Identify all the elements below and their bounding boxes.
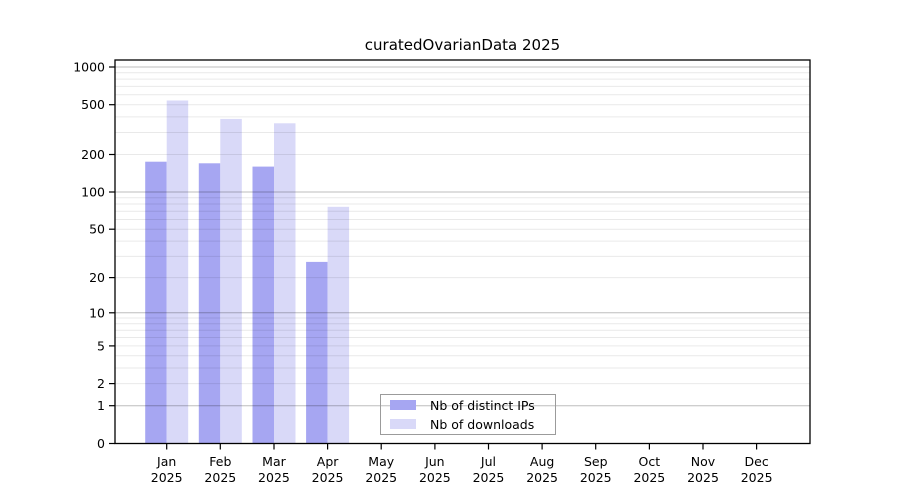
x-tick-label-month: Dec: [745, 454, 769, 469]
bar-downloads-jan: [166, 100, 189, 444]
bar-downloads-apr: [327, 206, 350, 444]
legend-swatch-distinct-ips: [390, 400, 416, 410]
bar-distinct-ips-feb: [198, 163, 221, 444]
y-tick-label: 100: [81, 184, 105, 199]
bar-downloads-mar: [274, 123, 296, 444]
y-tick-label: 1: [97, 398, 105, 413]
bars-layer: [145, 100, 350, 444]
legend-swatch-downloads: [390, 419, 416, 429]
x-tick-label-month: Feb: [209, 454, 231, 469]
x-tick-label-year: 2025: [204, 470, 236, 485]
legend-item-distinct-ips: Nb of distinct IPs: [390, 398, 555, 413]
x-tick-label-year: 2025: [687, 470, 719, 485]
bar-distinct-ips-jan: [145, 161, 167, 444]
x-tick-label-month: Jan: [156, 454, 176, 469]
axes-layer: [109, 59, 811, 450]
bar-downloads-feb: [220, 118, 242, 444]
chart-title: curatedOvarianData 2025: [364, 36, 561, 54]
gridlines-layer: [115, 66, 810, 407]
y-tick-label: 10: [89, 305, 105, 320]
x-tick-label-month: Sep: [584, 454, 608, 469]
y-tick-label: 0: [97, 436, 105, 451]
x-tick-label-year: 2025: [633, 470, 665, 485]
y-tick-label: 1000: [73, 60, 105, 75]
x-tick-label-month: Jun: [424, 454, 445, 469]
legend-item-downloads: Nb of downloads: [390, 417, 555, 432]
x-tick-label-month: Aug: [530, 454, 554, 469]
x-tick-label-month: Mar: [262, 454, 286, 469]
y-tick-label: 200: [81, 147, 105, 162]
legend-label-downloads: Nb of downloads: [430, 416, 535, 432]
x-tick-label-year: 2025: [365, 470, 397, 485]
y-tick-label: 500: [81, 97, 105, 112]
x-tick-label-year: 2025: [741, 470, 773, 485]
x-tick-label-year: 2025: [419, 470, 451, 485]
plot-box: [114, 59, 811, 445]
y-tick-label: 50: [89, 222, 105, 237]
y-tick-label: 5: [97, 338, 105, 353]
y-tick-label: 20: [89, 270, 105, 285]
x-tick-label-year: 2025: [258, 470, 290, 485]
bar-distinct-ips-apr: [306, 261, 328, 444]
x-tick-label-month: Jul: [480, 454, 496, 469]
x-tick-label-year: 2025: [580, 470, 612, 485]
x-tick-label-year: 2025: [526, 470, 558, 485]
legend-label-distinct-ips: Nb of distinct IPs: [430, 397, 535, 413]
x-tick-label-year: 2025: [312, 470, 344, 485]
x-tick-label-month: Apr: [317, 454, 339, 469]
x-tick-label-month: May: [368, 454, 394, 469]
legend: Nb of distinct IPs Nb of downloads: [380, 394, 556, 435]
x-tick-label-month: Oct: [639, 454, 661, 469]
x-tick-label-month: Nov: [691, 454, 716, 469]
x-tick-label-year: 2025: [151, 470, 183, 485]
y-tick-label: 2: [97, 376, 105, 391]
tick-labels-layer: 10005002001005020105210Jan2025Feb2025Mar…: [73, 60, 772, 486]
bar-distinct-ips-mar: [252, 166, 274, 444]
x-tick-label-year: 2025: [473, 470, 505, 485]
